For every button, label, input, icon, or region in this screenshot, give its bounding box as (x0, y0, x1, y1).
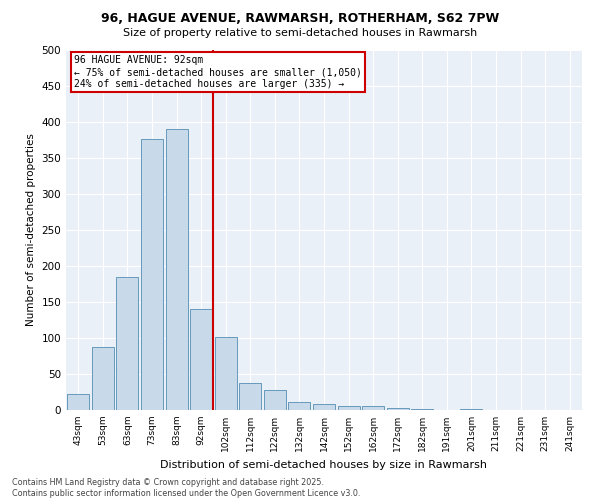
Text: Contains HM Land Registry data © Crown copyright and database right 2025.
Contai: Contains HM Land Registry data © Crown c… (12, 478, 361, 498)
Text: 96, HAGUE AVENUE, RAWMARSH, ROTHERHAM, S62 7PW: 96, HAGUE AVENUE, RAWMARSH, ROTHERHAM, S… (101, 12, 499, 26)
Bar (386, 408, 409, 410)
Bar (289, 402, 310, 410)
Y-axis label: Number of semi-detached properties: Number of semi-detached properties (26, 134, 36, 326)
Bar (215, 338, 237, 410)
Text: Size of property relative to semi-detached houses in Rawmarsh: Size of property relative to semi-detach… (123, 28, 477, 38)
X-axis label: Distribution of semi-detached houses by size in Rawmarsh: Distribution of semi-detached houses by … (161, 460, 487, 469)
Bar (190, 309, 212, 410)
Bar (338, 406, 359, 410)
Bar (362, 406, 384, 410)
Bar (166, 129, 188, 410)
Bar (141, 138, 163, 410)
Bar (116, 277, 139, 410)
Text: 96 HAGUE AVENUE: 92sqm
← 75% of semi-detached houses are smaller (1,050)
24% of : 96 HAGUE AVENUE: 92sqm ← 75% of semi-det… (74, 56, 362, 88)
Bar (92, 346, 114, 410)
Bar (239, 384, 262, 410)
Bar (264, 390, 286, 410)
Bar (313, 404, 335, 410)
Bar (67, 394, 89, 410)
